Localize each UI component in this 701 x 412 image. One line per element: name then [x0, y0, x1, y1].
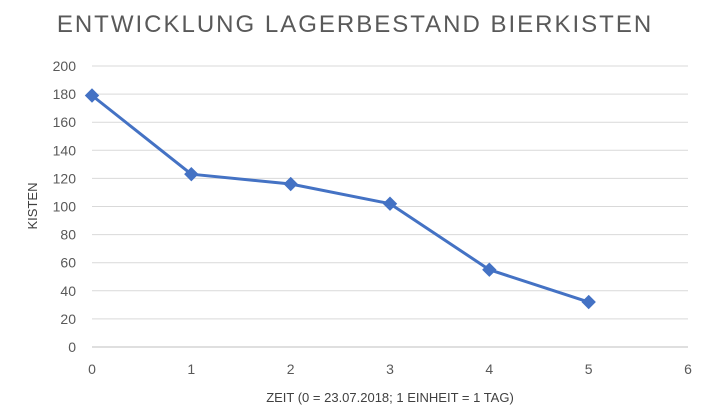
y-tick-label: 20 — [60, 311, 76, 327]
y-tick-label: 60 — [60, 255, 76, 271]
data-point-0 — [84, 88, 100, 103]
x-tick-label: 4 — [485, 361, 493, 377]
y-axis-label: KISTEN — [25, 183, 40, 230]
data-point-4 — [482, 262, 497, 277]
y-tick-label: 160 — [53, 114, 77, 130]
x-tick-labels: 0 1 2 3 4 5 6 — [88, 361, 692, 377]
x-tick-label: 5 — [585, 361, 593, 377]
y-tick-label: 140 — [53, 142, 77, 158]
x-tick-label: 0 — [88, 361, 96, 377]
x-tick-label: 6 — [684, 361, 692, 377]
data-point-1 — [184, 166, 199, 182]
data-point-5 — [581, 294, 596, 310]
y-tick-labels: 0 20 40 60 80 100 120 140 160 180 200 — [53, 58, 77, 355]
y-tick-label: 180 — [53, 86, 77, 102]
y-tick-label: 0 — [68, 339, 76, 355]
series-line — [91, 94, 590, 304]
data-point-3 — [382, 196, 398, 211]
chart-title: ENTWICKLUNG LAGERBESTAND BIERKISTEN — [57, 11, 653, 38]
series-plot — [84, 88, 596, 310]
x-axis-label: ZEIT (0 = 23.07.2018; 1 EINHEIT = 1 TAG) — [266, 390, 514, 405]
y-tick-label: 100 — [53, 199, 77, 215]
grid-lines — [92, 65, 688, 320]
x-tick-label: 1 — [187, 361, 195, 377]
data-point-2 — [283, 176, 298, 192]
x-tick-label: 2 — [287, 361, 295, 377]
y-tick-label: 120 — [53, 170, 77, 186]
y-tick-label: 200 — [53, 58, 77, 74]
y-tick-label: 40 — [60, 283, 76, 299]
y-tick-label: 80 — [60, 227, 76, 243]
x-tick-label: 3 — [386, 361, 394, 377]
